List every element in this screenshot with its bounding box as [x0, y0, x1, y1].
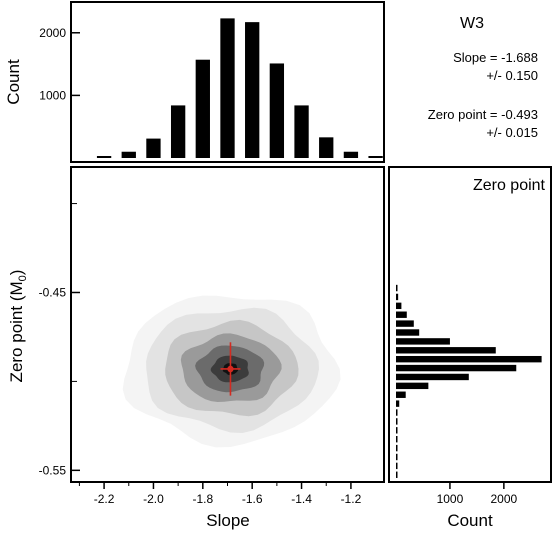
x-tick-label: -1.4	[291, 492, 312, 506]
right-histogram-bar	[396, 311, 407, 318]
best-fit-point	[227, 365, 234, 373]
joint-density-x-ticks: -2.2 -2.0 -1.8 -1.6 -1.4 -1.2	[78, 481, 362, 506]
right-histogram-bar	[396, 347, 496, 354]
joint-density-x-axis-label: Slope	[206, 511, 249, 530]
zero-point-error-annotation: +/- 0.015	[486, 125, 538, 140]
top-histogram-bar	[195, 59, 210, 159]
right-histogram-x-ticks: 1000 2000	[437, 481, 518, 506]
top-histogram-frame	[70, 1, 385, 163]
top-histogram-y-ticks: 1000 2000	[39, 26, 80, 102]
right-histogram-bar	[396, 320, 414, 327]
right-histogram-bar	[396, 471, 398, 478]
right-histogram-bar	[396, 418, 398, 425]
chart-title: W3	[460, 15, 484, 32]
x-tick-label: -1.2	[341, 492, 362, 506]
right-histogram-x-axis-label: Count	[447, 511, 493, 530]
y-axis-label-end: )	[7, 270, 26, 276]
right-histogram-bar	[396, 382, 429, 390]
top-histogram-bar	[245, 22, 260, 158]
slope-annotation: Slope = -1.688	[453, 50, 538, 65]
x-tick-label: -1.8	[192, 492, 213, 506]
right-histogram-bar	[396, 338, 450, 345]
x-tick-label: -2.0	[143, 492, 164, 506]
top-y-tick-label: 2000	[39, 26, 66, 40]
right-histogram-bar	[396, 436, 398, 443]
y-axis-label-subscript: 0	[17, 275, 29, 281]
right-histogram-bar	[396, 293, 399, 301]
top-histogram-bar	[368, 156, 383, 158]
zero-point-annotation: Zero point = -0.493	[428, 107, 538, 122]
top-histogram-bar	[220, 18, 235, 158]
right-histogram-bar	[396, 373, 469, 381]
right-histogram-title: Zero point	[473, 177, 546, 194]
x-tick-label: -2.2	[94, 492, 115, 506]
y-axis-label-main: Zero point (M	[7, 281, 26, 382]
top-histogram-bars	[96, 18, 383, 159]
right-histogram-bar	[396, 284, 398, 292]
right-x-tick-label: 1000	[437, 492, 464, 506]
joint-density-y-ticks: -0.45 -0.55	[39, 203, 80, 477]
top-y-tick-label: 1000	[39, 88, 66, 102]
right-histogram-bar	[396, 409, 398, 416]
right-histogram-bar	[396, 302, 402, 310]
top-histogram-bar	[96, 156, 112, 158]
best-fit-marker	[220, 342, 241, 396]
top-histogram-bar	[343, 151, 359, 158]
y-tick-label: -0.55	[39, 463, 67, 477]
right-histogram-bar	[396, 444, 398, 452]
right-histogram-bar	[396, 453, 398, 461]
right-histogram-bar	[396, 391, 406, 398]
right-histogram-bar	[396, 364, 517, 372]
right-histogram-bar	[396, 355, 542, 363]
top-histogram-bar	[121, 151, 136, 158]
right-histogram-frame	[388, 166, 552, 483]
x-tick-label: -1.6	[242, 492, 263, 506]
top-histogram-bar	[170, 105, 186, 158]
top-histogram-y-axis-label: Count	[4, 59, 23, 105]
y-tick-label: -0.45	[39, 285, 67, 299]
slope-error-annotation: +/- 0.150	[486, 68, 538, 83]
right-histogram-bars	[396, 284, 542, 478]
top-histogram-bar	[294, 105, 309, 158]
right-histogram-bar	[396, 329, 420, 336]
right-histogram-bar	[396, 427, 398, 434]
right-histogram-bar	[396, 462, 398, 470]
top-histogram-bar	[146, 138, 161, 158]
right-histogram-bar	[396, 400, 400, 407]
joint-density-y-axis-label: Zero point (M0)	[7, 270, 29, 383]
top-histogram-bar	[319, 137, 334, 158]
right-x-tick-label: 2000	[491, 492, 518, 506]
top-histogram-bar	[269, 63, 285, 158]
